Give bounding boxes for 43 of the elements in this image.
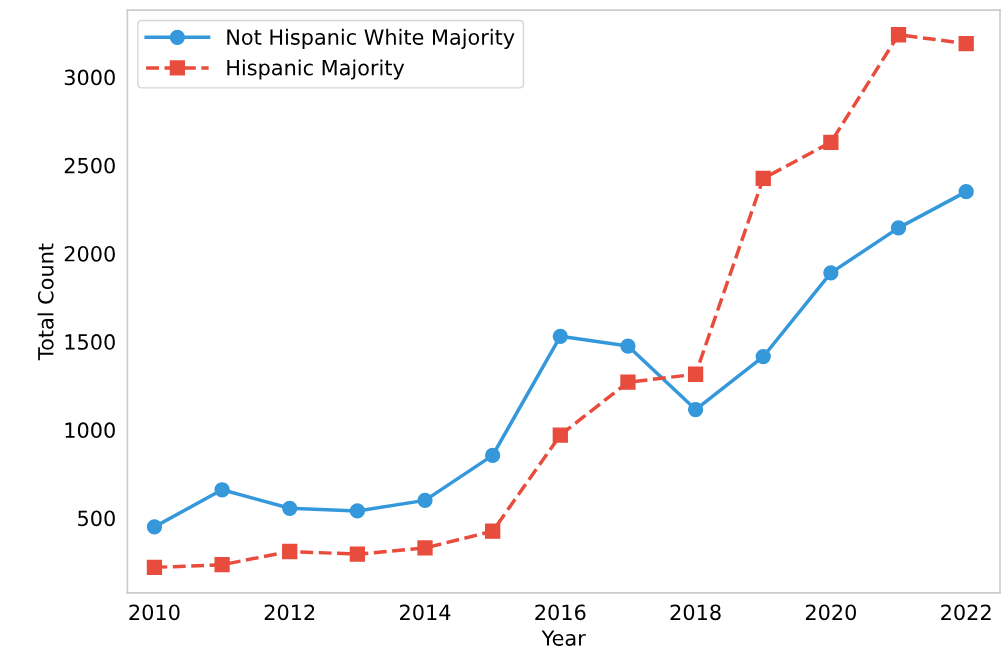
point — [417, 540, 433, 556]
y-tick-label: 500 — [78, 510, 115, 527]
x-tick-label: 2016 — [535, 604, 586, 621]
point — [620, 374, 636, 390]
y-tick-label: 1500 — [65, 334, 115, 350]
x-tick-label: 2010 — [129, 604, 180, 621]
point — [349, 503, 366, 519]
point — [755, 348, 771, 365]
point — [214, 557, 230, 573]
point — [552, 328, 568, 344]
y-tick-label: 2000 — [64, 245, 115, 262]
point — [146, 559, 163, 576]
y-tick-label: 3000 — [64, 69, 115, 86]
point — [687, 401, 704, 418]
y-axis-title: Total Count — [37, 243, 54, 361]
point — [890, 220, 907, 236]
point — [823, 134, 839, 150]
point — [620, 338, 636, 354]
point — [282, 500, 298, 516]
point — [755, 170, 771, 187]
x-tick-label: 2014 — [400, 604, 451, 621]
x-tick-label: 2020 — [805, 604, 857, 621]
x-tick-label: 2018 — [670, 604, 721, 621]
legend-label: Hispanic Majority — [227, 59, 405, 80]
point — [552, 427, 568, 443]
x-tick-label: 2022 — [941, 604, 991, 621]
legend-label: Not Hispanic White Majority — [227, 28, 515, 49]
point — [417, 492, 433, 508]
point — [214, 482, 230, 498]
point — [146, 519, 163, 535]
x-axis-title: Year — [541, 630, 586, 646]
point — [823, 265, 839, 281]
point — [958, 184, 974, 200]
point — [349, 546, 366, 562]
point — [282, 543, 298, 560]
y-tick-label: 1000 — [65, 422, 115, 439]
point — [890, 27, 907, 43]
y-tick-label: 2500 — [64, 157, 115, 174]
point — [485, 523, 501, 539]
point — [687, 366, 704, 382]
point — [958, 35, 974, 52]
x-tick-label: 2012 — [264, 604, 315, 621]
point — [485, 447, 501, 464]
